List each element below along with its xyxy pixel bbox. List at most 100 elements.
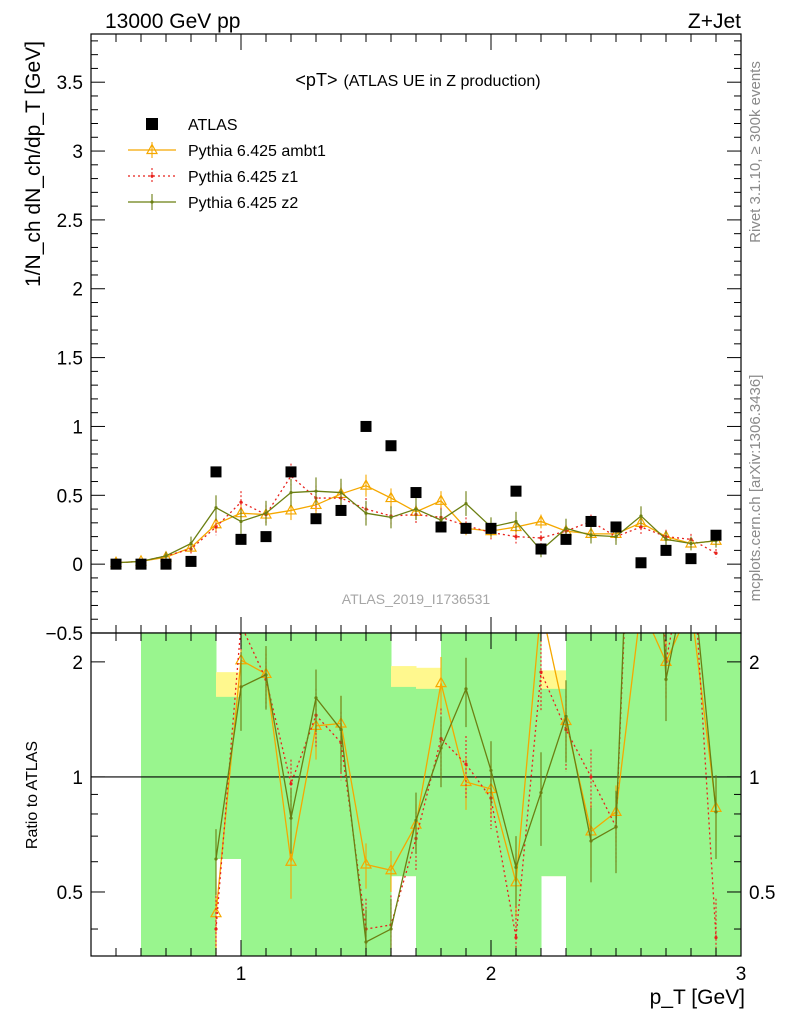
ratio-y-tick-label: 2 bbox=[72, 653, 83, 674]
main-triangle-marker bbox=[309, 498, 323, 510]
ratio-y-tick-label-right: 1 bbox=[749, 768, 760, 789]
ratio-dot-marker bbox=[639, 185, 642, 188]
main-dot-marker bbox=[214, 525, 218, 529]
ratio-band-inner bbox=[691, 633, 717, 956]
main-y-tick-label: 3 bbox=[72, 142, 83, 163]
watermark-analysis-id: ATLAS_2019_I1736531 bbox=[342, 591, 491, 607]
ratio-band-inner bbox=[141, 633, 167, 956]
ratio-dot-marker bbox=[489, 768, 493, 773]
data-point-square bbox=[710, 529, 722, 541]
data-point-square bbox=[210, 466, 222, 478]
ratio-y-tick-label-right: 0.5 bbox=[749, 883, 775, 904]
main-plot-title: <pT> (ATLAS UE in Z production) bbox=[295, 70, 540, 90]
x-tick-label: 1 bbox=[236, 964, 247, 985]
ratio-triangle-marker bbox=[284, 854, 298, 866]
mcplots-label: mcplots.cern.ch [arXiv:1306.3436] bbox=[747, 375, 764, 602]
ratio-triangle-marker bbox=[686, 601, 696, 610]
ratio-band-inner bbox=[716, 633, 741, 956]
main-plot-marks bbox=[109, 420, 723, 570]
main-triangle-marker bbox=[384, 491, 398, 503]
ratio-band-inner bbox=[241, 633, 267, 956]
data-point-square bbox=[510, 485, 522, 497]
legend: ATLAS Pythia 6.425 ambt1 Pythia 6.425 z1 Py… bbox=[128, 117, 326, 212]
main-dot-marker bbox=[389, 515, 393, 519]
data-point-square bbox=[435, 521, 447, 533]
main-triangle-marker bbox=[434, 494, 448, 505]
main-dot-marker bbox=[564, 526, 568, 530]
main-dot-marker bbox=[539, 536, 543, 540]
main-y-tick-label: 0.5 bbox=[57, 486, 83, 507]
main-dot-marker bbox=[464, 501, 468, 506]
ratio-dot-marker bbox=[639, 228, 642, 231]
main-dot-marker bbox=[164, 554, 168, 558]
data-point-square bbox=[335, 504, 347, 516]
ratio-dot-marker bbox=[389, 927, 393, 931]
data-point-square bbox=[585, 515, 597, 527]
main-y-tick-label: 2.5 bbox=[57, 211, 83, 232]
main-dot-marker bbox=[589, 533, 593, 537]
ratio-y-tick-label: 0.5 bbox=[57, 883, 83, 904]
ratio-band-inner bbox=[641, 633, 667, 956]
ratio-plot-axes: 1 2 3 0.5 0.5 1 1 2 2 bbox=[57, 632, 775, 985]
main-y-tick-label: 0 bbox=[72, 555, 83, 576]
ratio-triangle-marker bbox=[636, 601, 646, 610]
data-point-square bbox=[110, 558, 122, 570]
header-left: 13000 GeV pp bbox=[105, 10, 240, 33]
ratio-triangle-marker bbox=[434, 676, 448, 688]
main-dot-marker bbox=[239, 500, 243, 504]
main-dot-marker bbox=[214, 506, 218, 510]
ratio-dot-marker bbox=[514, 935, 518, 940]
legend-label: Pythia 6.425 z2 bbox=[188, 195, 298, 212]
main-y-tick-label: 2 bbox=[72, 280, 83, 301]
main-triangle-marker bbox=[359, 478, 373, 490]
main-dot-marker bbox=[664, 537, 668, 541]
legend-dot-marker bbox=[150, 174, 154, 178]
ratio-band-inner bbox=[491, 633, 517, 956]
data-point-square bbox=[135, 558, 147, 570]
main-triangle-marker bbox=[534, 514, 548, 526]
legend-dot-marker bbox=[150, 200, 154, 204]
ratio-dot-marker bbox=[589, 839, 593, 843]
data-point-square bbox=[685, 553, 697, 565]
main-dot-marker bbox=[689, 541, 693, 546]
ratio-band-inner bbox=[616, 633, 642, 956]
ratio-dot-marker bbox=[714, 810, 718, 814]
ratio-dot-marker bbox=[289, 782, 293, 786]
ratio-dot-marker bbox=[214, 927, 218, 931]
ratio-y-tick-label-right: 2 bbox=[749, 653, 760, 674]
data-point-square bbox=[635, 557, 647, 569]
legend-label: Pythia 6.425 z1 bbox=[188, 169, 298, 186]
main-plot-title-sub: (ATLAS UE in Z production) bbox=[343, 73, 540, 90]
main-dot-marker bbox=[514, 535, 518, 539]
ratio-band-inner bbox=[516, 633, 542, 956]
main-plot-axes: 0 0.5 1 1.5 2 2.5 3 3.5 −0.5 bbox=[45, 33, 742, 645]
ratio-band-inner bbox=[316, 633, 342, 956]
data-point-square bbox=[535, 543, 547, 555]
legend-label: ATLAS bbox=[188, 117, 238, 134]
ratio-dot-marker bbox=[214, 857, 218, 861]
ratio-band-inner bbox=[416, 688, 442, 956]
main-dot-marker bbox=[264, 511, 268, 515]
main-dot-marker bbox=[514, 519, 518, 524]
ratio-dot-marker bbox=[264, 673, 268, 677]
ratio-dot-marker bbox=[464, 687, 468, 691]
main-dot-marker bbox=[289, 490, 293, 495]
data-point-square bbox=[485, 522, 497, 534]
ratio-band-inner bbox=[191, 633, 217, 956]
ratio-triangle-marker bbox=[384, 863, 398, 875]
ratio-series-line bbox=[215, 633, 717, 938]
data-point-square bbox=[235, 533, 247, 545]
main-triangle-marker bbox=[284, 503, 298, 515]
x-tick-label: 3 bbox=[736, 964, 747, 985]
ratio-dot-marker bbox=[539, 670, 543, 674]
main-dot-marker bbox=[439, 518, 443, 522]
ratio-plot-marks bbox=[91, 185, 741, 956]
header-right: Z+Jet bbox=[688, 10, 741, 33]
x-tick-label: 2 bbox=[486, 964, 497, 985]
main-dot-marker bbox=[239, 519, 243, 524]
main-dot-marker bbox=[339, 490, 343, 495]
ratio-dot-marker bbox=[364, 940, 368, 944]
main-dot-marker bbox=[714, 551, 718, 555]
data-point-square bbox=[385, 440, 397, 452]
